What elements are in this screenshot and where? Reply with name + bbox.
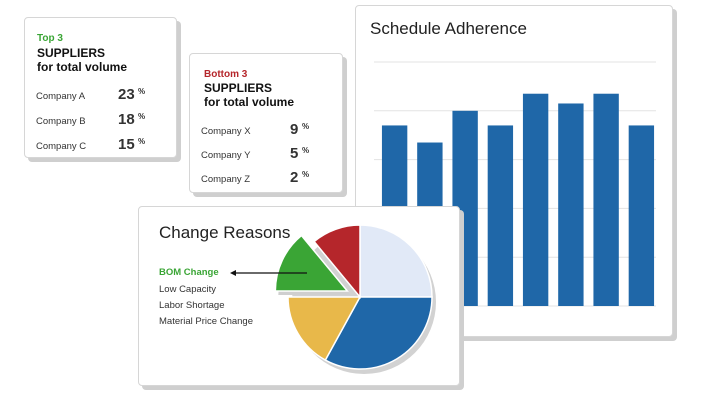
supplier-row: Company C 15 % xyxy=(25,136,176,156)
schedule-adherence-title: Schedule Adherence xyxy=(370,19,527,38)
bar xyxy=(487,125,514,306)
bottom-suppliers-card: Bottom 3 SUPPLIERS for total volume Comp… xyxy=(189,53,343,193)
supplier-value: 9 xyxy=(290,121,299,138)
bottom-title-line1: SUPPLIERS xyxy=(204,81,273,95)
supplier-name: Company Y xyxy=(201,150,251,161)
supplier-unit: % xyxy=(302,170,310,179)
supplier-value: 18 xyxy=(118,111,135,128)
top-rank-label: Top 3 xyxy=(37,33,63,44)
supplier-unit: % xyxy=(138,112,146,121)
bar xyxy=(558,103,584,306)
legend-item-bom-change[interactable]: BOM Change xyxy=(159,267,219,278)
bar xyxy=(593,93,619,306)
bottom-title-line2: for total volume xyxy=(204,95,295,109)
legend-item-low-capacity[interactable]: Low Capacity xyxy=(159,284,217,295)
supplier-value: 23 xyxy=(118,86,135,103)
change-reasons-chart xyxy=(230,224,436,374)
legend-item-labor-shortage[interactable]: Labor Shortage xyxy=(159,300,225,311)
top-title-line2: for total volume xyxy=(37,60,128,74)
pie-slice xyxy=(324,296,433,370)
supplier-unit: % xyxy=(302,146,310,155)
supplier-row: Company X 9 % xyxy=(190,121,342,141)
pie-slice xyxy=(359,224,433,298)
supplier-unit: % xyxy=(138,137,146,146)
change-reasons-title: Change Reasons xyxy=(159,223,291,242)
supplier-row: Company A 23 % xyxy=(25,86,176,106)
bar xyxy=(522,93,549,306)
supplier-value: 15 xyxy=(118,136,135,153)
legend-item-material-price-change[interactable]: Material Price Change xyxy=(159,316,253,327)
pie-slice xyxy=(313,224,361,300)
supplier-row: Company B 18 % xyxy=(25,111,176,131)
pie-slice xyxy=(274,234,349,292)
supplier-name: Company C xyxy=(36,141,87,152)
supplier-unit: % xyxy=(302,122,310,131)
supplier-name: Company Z xyxy=(201,174,251,185)
supplier-unit: % xyxy=(138,87,146,96)
supplier-row: Company Y 5 % xyxy=(190,145,342,165)
supplier-row: Company Z 2 % xyxy=(190,169,342,189)
bottom-rank-label: Bottom 3 xyxy=(204,69,248,80)
top-suppliers-card: Top 3 SUPPLIERS for total volume Company… xyxy=(24,17,177,158)
bar xyxy=(628,125,655,306)
supplier-value: 2 xyxy=(290,169,299,186)
supplier-name: Company B xyxy=(36,116,86,127)
legend-pointer-arrowhead xyxy=(230,270,236,276)
pie-slice xyxy=(287,296,362,362)
change-reasons-card: Change Reasons BOM Change Low Capacity L… xyxy=(138,206,460,386)
supplier-name: Company X xyxy=(201,126,251,137)
top-title-line1: SUPPLIERS xyxy=(37,46,106,60)
supplier-name: Company A xyxy=(36,91,86,102)
supplier-value: 5 xyxy=(290,145,299,162)
